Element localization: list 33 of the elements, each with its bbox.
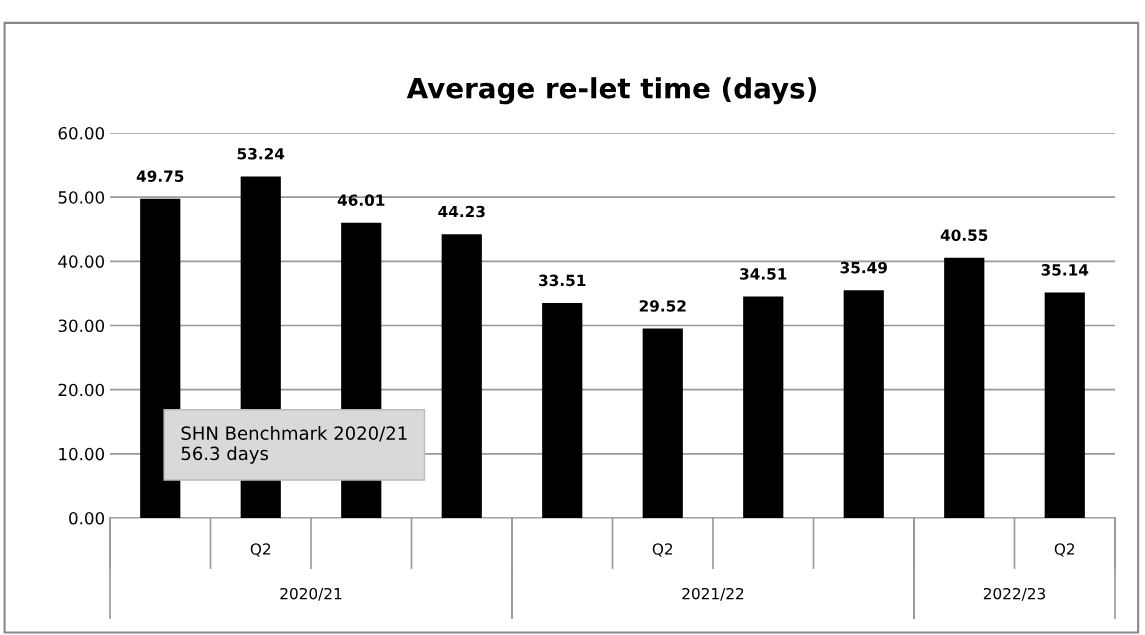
bar	[542, 302, 583, 518]
chart-title: Average re-let time (days)	[406, 77, 816, 105]
data-label: 49.75	[136, 170, 184, 182]
y-tick-label: 40.00	[58, 255, 105, 268]
x-tick-label: Q2	[250, 543, 271, 557]
y-tick-label: 10.00	[59, 447, 105, 461]
bar	[944, 257, 985, 518]
x-tick-label: Q2	[1054, 543, 1075, 557]
bar	[843, 290, 884, 518]
text: 2022/23	[983, 587, 1046, 601]
data-label: 44.23	[438, 205, 485, 218]
y-tick-label: 0.00	[69, 511, 105, 525]
bar	[140, 198, 181, 518]
x-tick-label: Q2	[652, 543, 673, 557]
y-tick-label: 20.00	[58, 383, 105, 397]
bar	[743, 296, 784, 518]
data-label: 35.14	[1041, 264, 1089, 276]
bar	[1044, 292, 1085, 518]
text: 2021/22	[682, 587, 744, 601]
bar	[642, 328, 683, 518]
data-label: 33.51	[539, 274, 586, 287]
text: 2020/21	[280, 587, 342, 601]
bar	[441, 234, 482, 518]
data-label: 46.01	[337, 194, 385, 206]
data-label: 40.55	[940, 229, 988, 241]
y-tick-label: 60.00	[58, 126, 105, 140]
data-label: 34.51	[740, 268, 787, 280]
data-label: 35.49	[840, 261, 887, 274]
data-label: 29.52	[639, 300, 686, 312]
annotation: SHN Benchmark 2020/21 56.3 days	[181, 426, 407, 464]
data-label: 53.24	[237, 147, 285, 160]
y-tick-label: 30.00	[58, 319, 105, 333]
y-tick-label: 50.00	[58, 191, 105, 204]
